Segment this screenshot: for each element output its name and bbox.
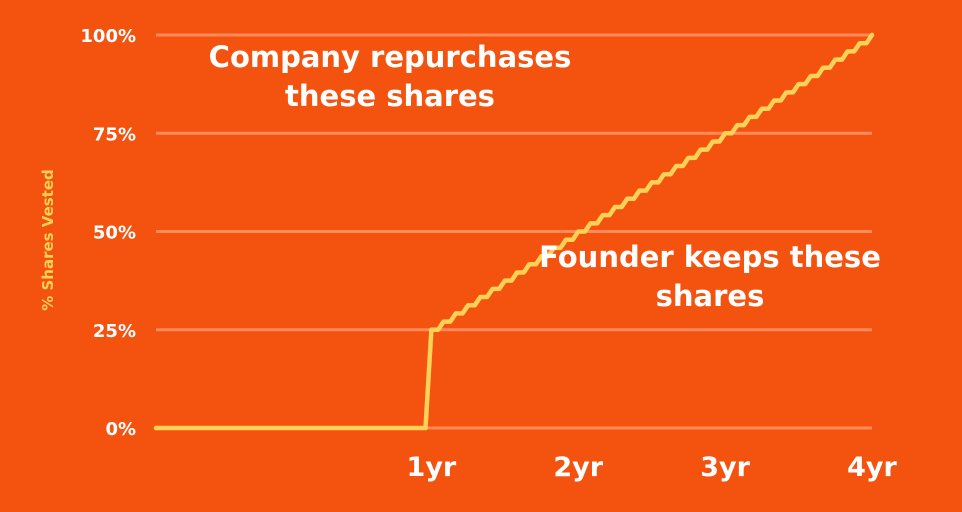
x-tick-label: 3yr <box>700 452 750 483</box>
vesting-point-3 <box>870 33 874 37</box>
vesting-point-1 <box>423 426 427 430</box>
y-axis-ticks: 0% 25% 50% 75% 100% <box>80 26 136 440</box>
y-tick-label: 50% <box>93 223 136 244</box>
y-tick-label: 100% <box>80 26 136 47</box>
vesting-point-0 <box>154 426 158 430</box>
vesting-point-2 <box>429 328 433 332</box>
x-axis-ticks: 1yr 2yr 3yr 4yr <box>407 452 898 483</box>
y-axis-label: % Shares Vested <box>39 169 57 311</box>
x-tick-label: 4yr <box>847 452 897 483</box>
founder-keeps-annotation: Founder keeps these shares <box>510 238 910 316</box>
repurchase-annotation: Company repurchases these shares <box>180 38 600 116</box>
x-tick-label: 2yr <box>553 452 603 483</box>
y-tick-label: 75% <box>93 124 136 145</box>
y-tick-label: 0% <box>105 419 136 440</box>
y-tick-label: 25% <box>93 321 136 342</box>
x-tick-label: 1yr <box>407 452 457 483</box>
